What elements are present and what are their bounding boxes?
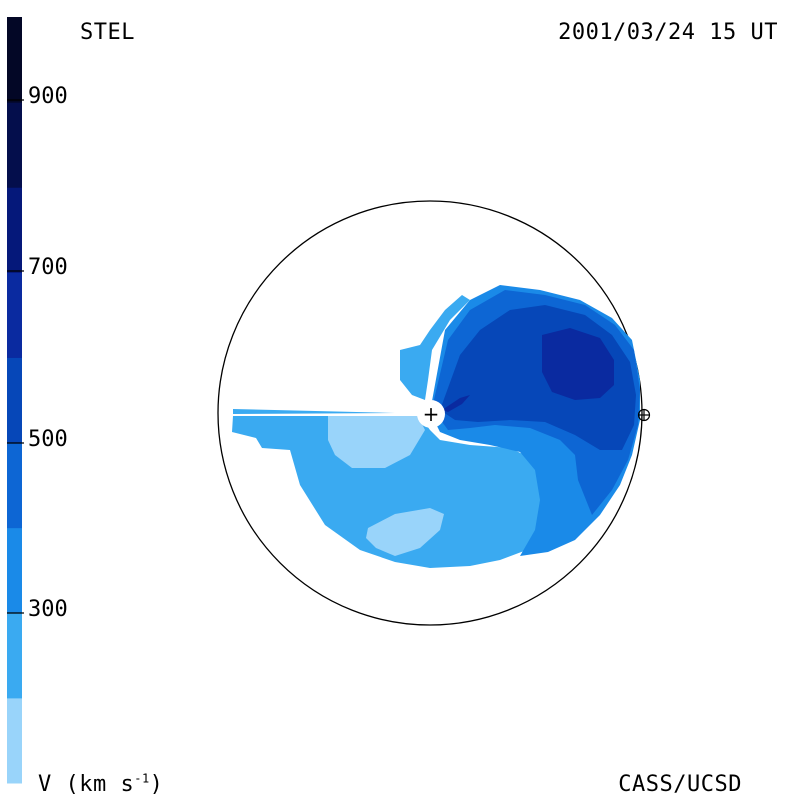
colorbar-band	[7, 527, 22, 614]
region-300	[232, 416, 548, 568]
colorbar-band	[7, 357, 22, 444]
colorbar-band	[7, 272, 22, 358]
instrument-label: STEL	[80, 20, 135, 45]
colorbar-tick-label: 300	[28, 597, 68, 622]
colorbar-tick-label: 500	[28, 427, 68, 452]
orbit-circle	[217, 200, 643, 626]
region-250	[328, 416, 425, 468]
colorbar-ticks: 900 700 500 300	[7, 84, 68, 622]
region-streak-left	[400, 295, 470, 400]
region-streak	[233, 409, 395, 414]
region-650-sliver	[442, 395, 470, 412]
colorbar-tick-label: 700	[28, 255, 68, 280]
credit-label: CASS/UCSD	[618, 772, 742, 797]
colorbar-band	[7, 697, 22, 784]
velocity-regions	[232, 285, 640, 568]
colorbar-band	[7, 442, 22, 529]
colorbar-tick-label: 900	[28, 84, 68, 109]
earth-icon	[637, 408, 651, 422]
colorbar-band	[7, 187, 22, 273]
colorbar-unit-label: V (km s-1)	[38, 771, 164, 797]
colorbar-band	[7, 102, 22, 188]
timestamp-label: 2001/03/24 15 UT	[558, 20, 778, 45]
colorbar	[7, 17, 22, 784]
sun-marker	[417, 400, 445, 428]
colorbar-band	[7, 612, 22, 699]
colorbar-band	[7, 17, 22, 103]
sun-center-symbol: +	[423, 402, 440, 426]
region-650	[542, 328, 614, 400]
region-250	[366, 508, 444, 556]
